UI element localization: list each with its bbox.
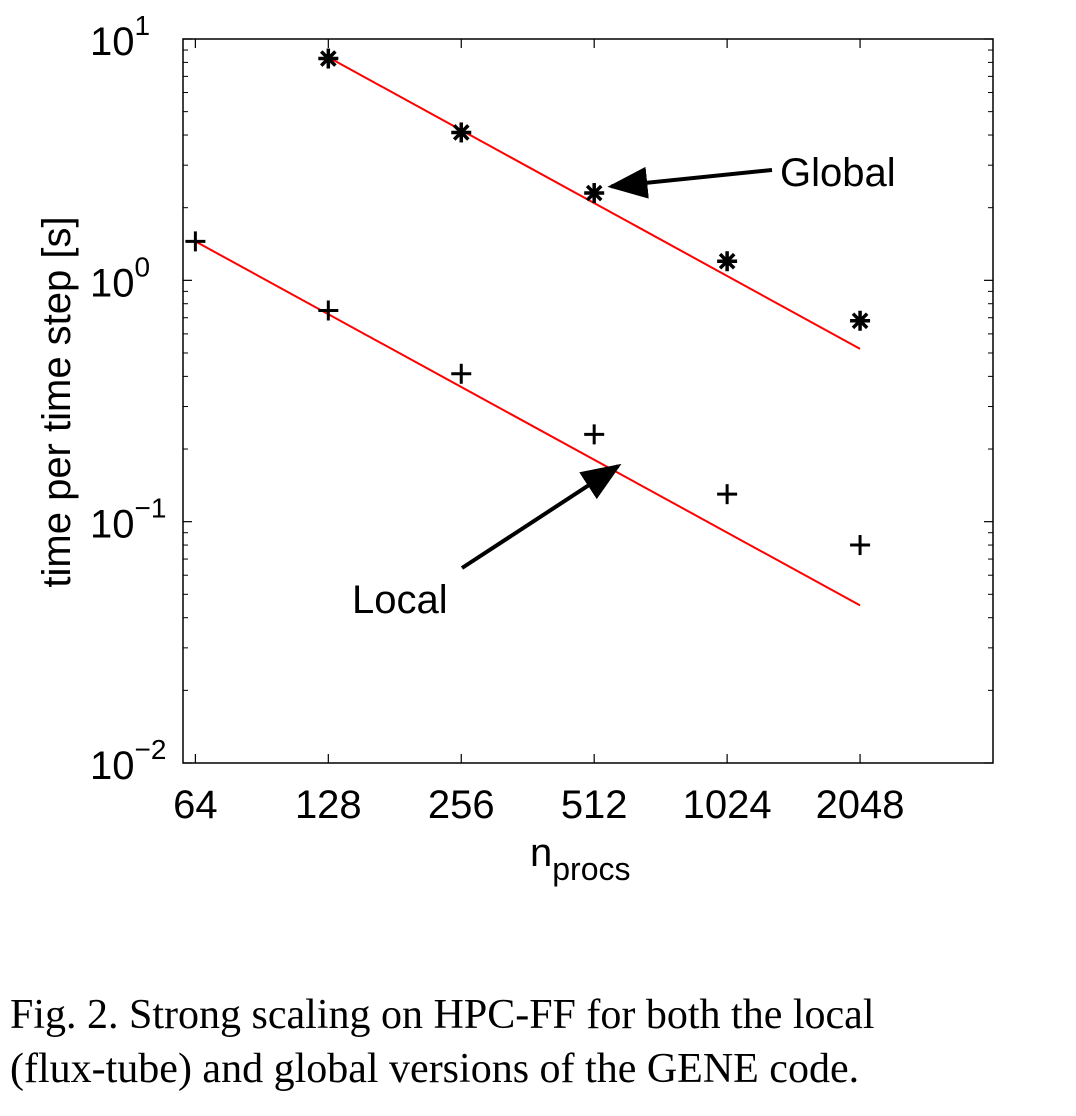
x-tick-label: 512 xyxy=(561,783,628,827)
data-point-local xyxy=(451,363,472,384)
x-tick-label: 1024 xyxy=(683,783,772,827)
annotation-label-global: Global xyxy=(780,151,896,195)
y-tick-label: 100 xyxy=(90,251,150,305)
y-tick-label-base: 10 xyxy=(90,20,135,64)
y-tick-label-exponent: −1 xyxy=(135,493,167,524)
data-point-local xyxy=(717,484,738,505)
marker-stroke xyxy=(452,124,470,141)
annotation-label-local: Local xyxy=(352,578,448,622)
caption-line-1: Fig. 2. Strong scaling on HPC-FF for bot… xyxy=(10,992,875,1038)
x-tick-label: 128 xyxy=(295,783,362,827)
y-tick-label-exponent: 0 xyxy=(135,251,151,282)
x-axis-label: nprocs xyxy=(530,831,631,887)
marker-stroke xyxy=(718,252,736,270)
y-tick-label-exponent: −2 xyxy=(135,734,167,765)
marker-stroke xyxy=(320,50,337,67)
data-point-local xyxy=(185,231,206,252)
x-tick-label: 2048 xyxy=(816,783,905,827)
fit-line-global xyxy=(327,56,861,350)
y-tick-label-exponent: 1 xyxy=(135,10,151,41)
marker-stroke xyxy=(851,312,869,330)
x-tick-label: 256 xyxy=(428,783,495,827)
x-tick-label: 64 xyxy=(173,783,218,827)
annotation-arrow-global xyxy=(607,166,773,199)
data-point-global xyxy=(717,251,738,272)
data-point-local xyxy=(584,424,605,445)
marker-stroke xyxy=(585,184,603,202)
data-point-global xyxy=(850,310,871,331)
y-tick-label: 10−1 xyxy=(90,493,166,547)
data-point-global xyxy=(584,183,605,204)
fit-line-local xyxy=(194,240,861,607)
y-tick-label-base: 10 xyxy=(90,503,135,547)
y-tick-label-base: 10 xyxy=(90,261,135,305)
data-point-global xyxy=(451,122,472,143)
data-point-global xyxy=(318,48,339,69)
annotation-arrow-local xyxy=(460,463,622,570)
y-tick-label: 101 xyxy=(90,10,150,64)
plot-frame xyxy=(182,38,994,764)
data-point-local xyxy=(318,300,339,321)
caption-line-2: (flux-tube) and global versions of the G… xyxy=(10,1046,860,1092)
x-axis-label-main: n xyxy=(530,831,552,875)
figure-caption: Fig. 2. Strong scaling on HPC-FF for bot… xyxy=(10,988,1070,1096)
y-axis-label: time per time step [s] xyxy=(35,216,79,587)
y-tick-label-base: 10 xyxy=(90,744,135,788)
x-axis-label-subscript: procs xyxy=(552,851,630,887)
y-tick-label: 10−2 xyxy=(90,734,166,788)
data-point-local xyxy=(850,535,871,556)
